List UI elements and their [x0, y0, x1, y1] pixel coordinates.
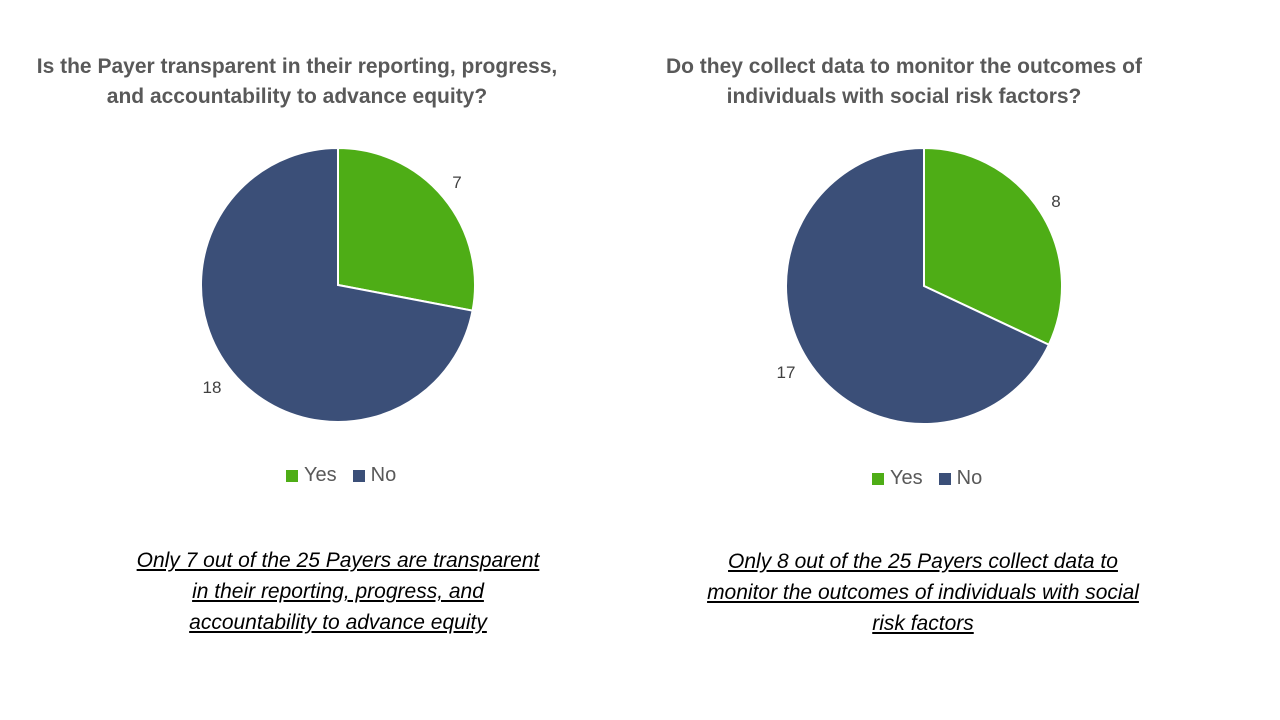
legend-item-no: No: [938, 467, 983, 490]
chart-title: Is the Payer transparent in their report…: [36, 55, 558, 108]
legend-label-no: No: [956, 467, 983, 489]
data-label-yes: 8: [1051, 192, 1060, 211]
legend-swatch-no: [938, 472, 951, 485]
chart-caption: Only 8 out of the 25 Payers collect data…: [707, 550, 1139, 635]
pie-slice-yes: [337, 146, 476, 312]
legend-label-no: No: [370, 464, 397, 486]
legend-item-yes: Yes: [872, 467, 923, 490]
chart-title: Do they collect data to monitor the outc…: [665, 55, 1143, 108]
pie-slice-no: [200, 146, 474, 423]
legend-item-yes: Yes: [286, 464, 337, 487]
legend-label-yes: Yes: [304, 464, 337, 486]
chart-caption: Only 7 out of the 25 Payers are transpar…: [136, 549, 540, 634]
pie-slice-no: [785, 146, 1051, 425]
chart-panel-transparency: Is the Payer transparent in their report…: [36, 55, 558, 634]
pie-chart-data-collection: 8 17: [777, 146, 1063, 425]
pie-chart-transparency: 7 18: [200, 146, 476, 423]
legend: Yes No: [872, 467, 982, 490]
pie-slice-yes: [923, 146, 1063, 347]
legend-item-no: No: [352, 464, 397, 487]
data-label-no: 17: [777, 363, 796, 382]
chart-panel-data-collection: Do they collect data to monitor the outc…: [640, 0, 1280, 720]
legend-label-yes: Yes: [890, 467, 923, 489]
legend: Yes No: [286, 464, 396, 487]
legend-swatch-yes: [286, 469, 298, 482]
legend-swatch-yes: [872, 472, 884, 485]
legend-swatch-no: [352, 469, 365, 482]
data-label-no: 18: [203, 378, 222, 397]
data-label-yes: 7: [452, 173, 461, 192]
